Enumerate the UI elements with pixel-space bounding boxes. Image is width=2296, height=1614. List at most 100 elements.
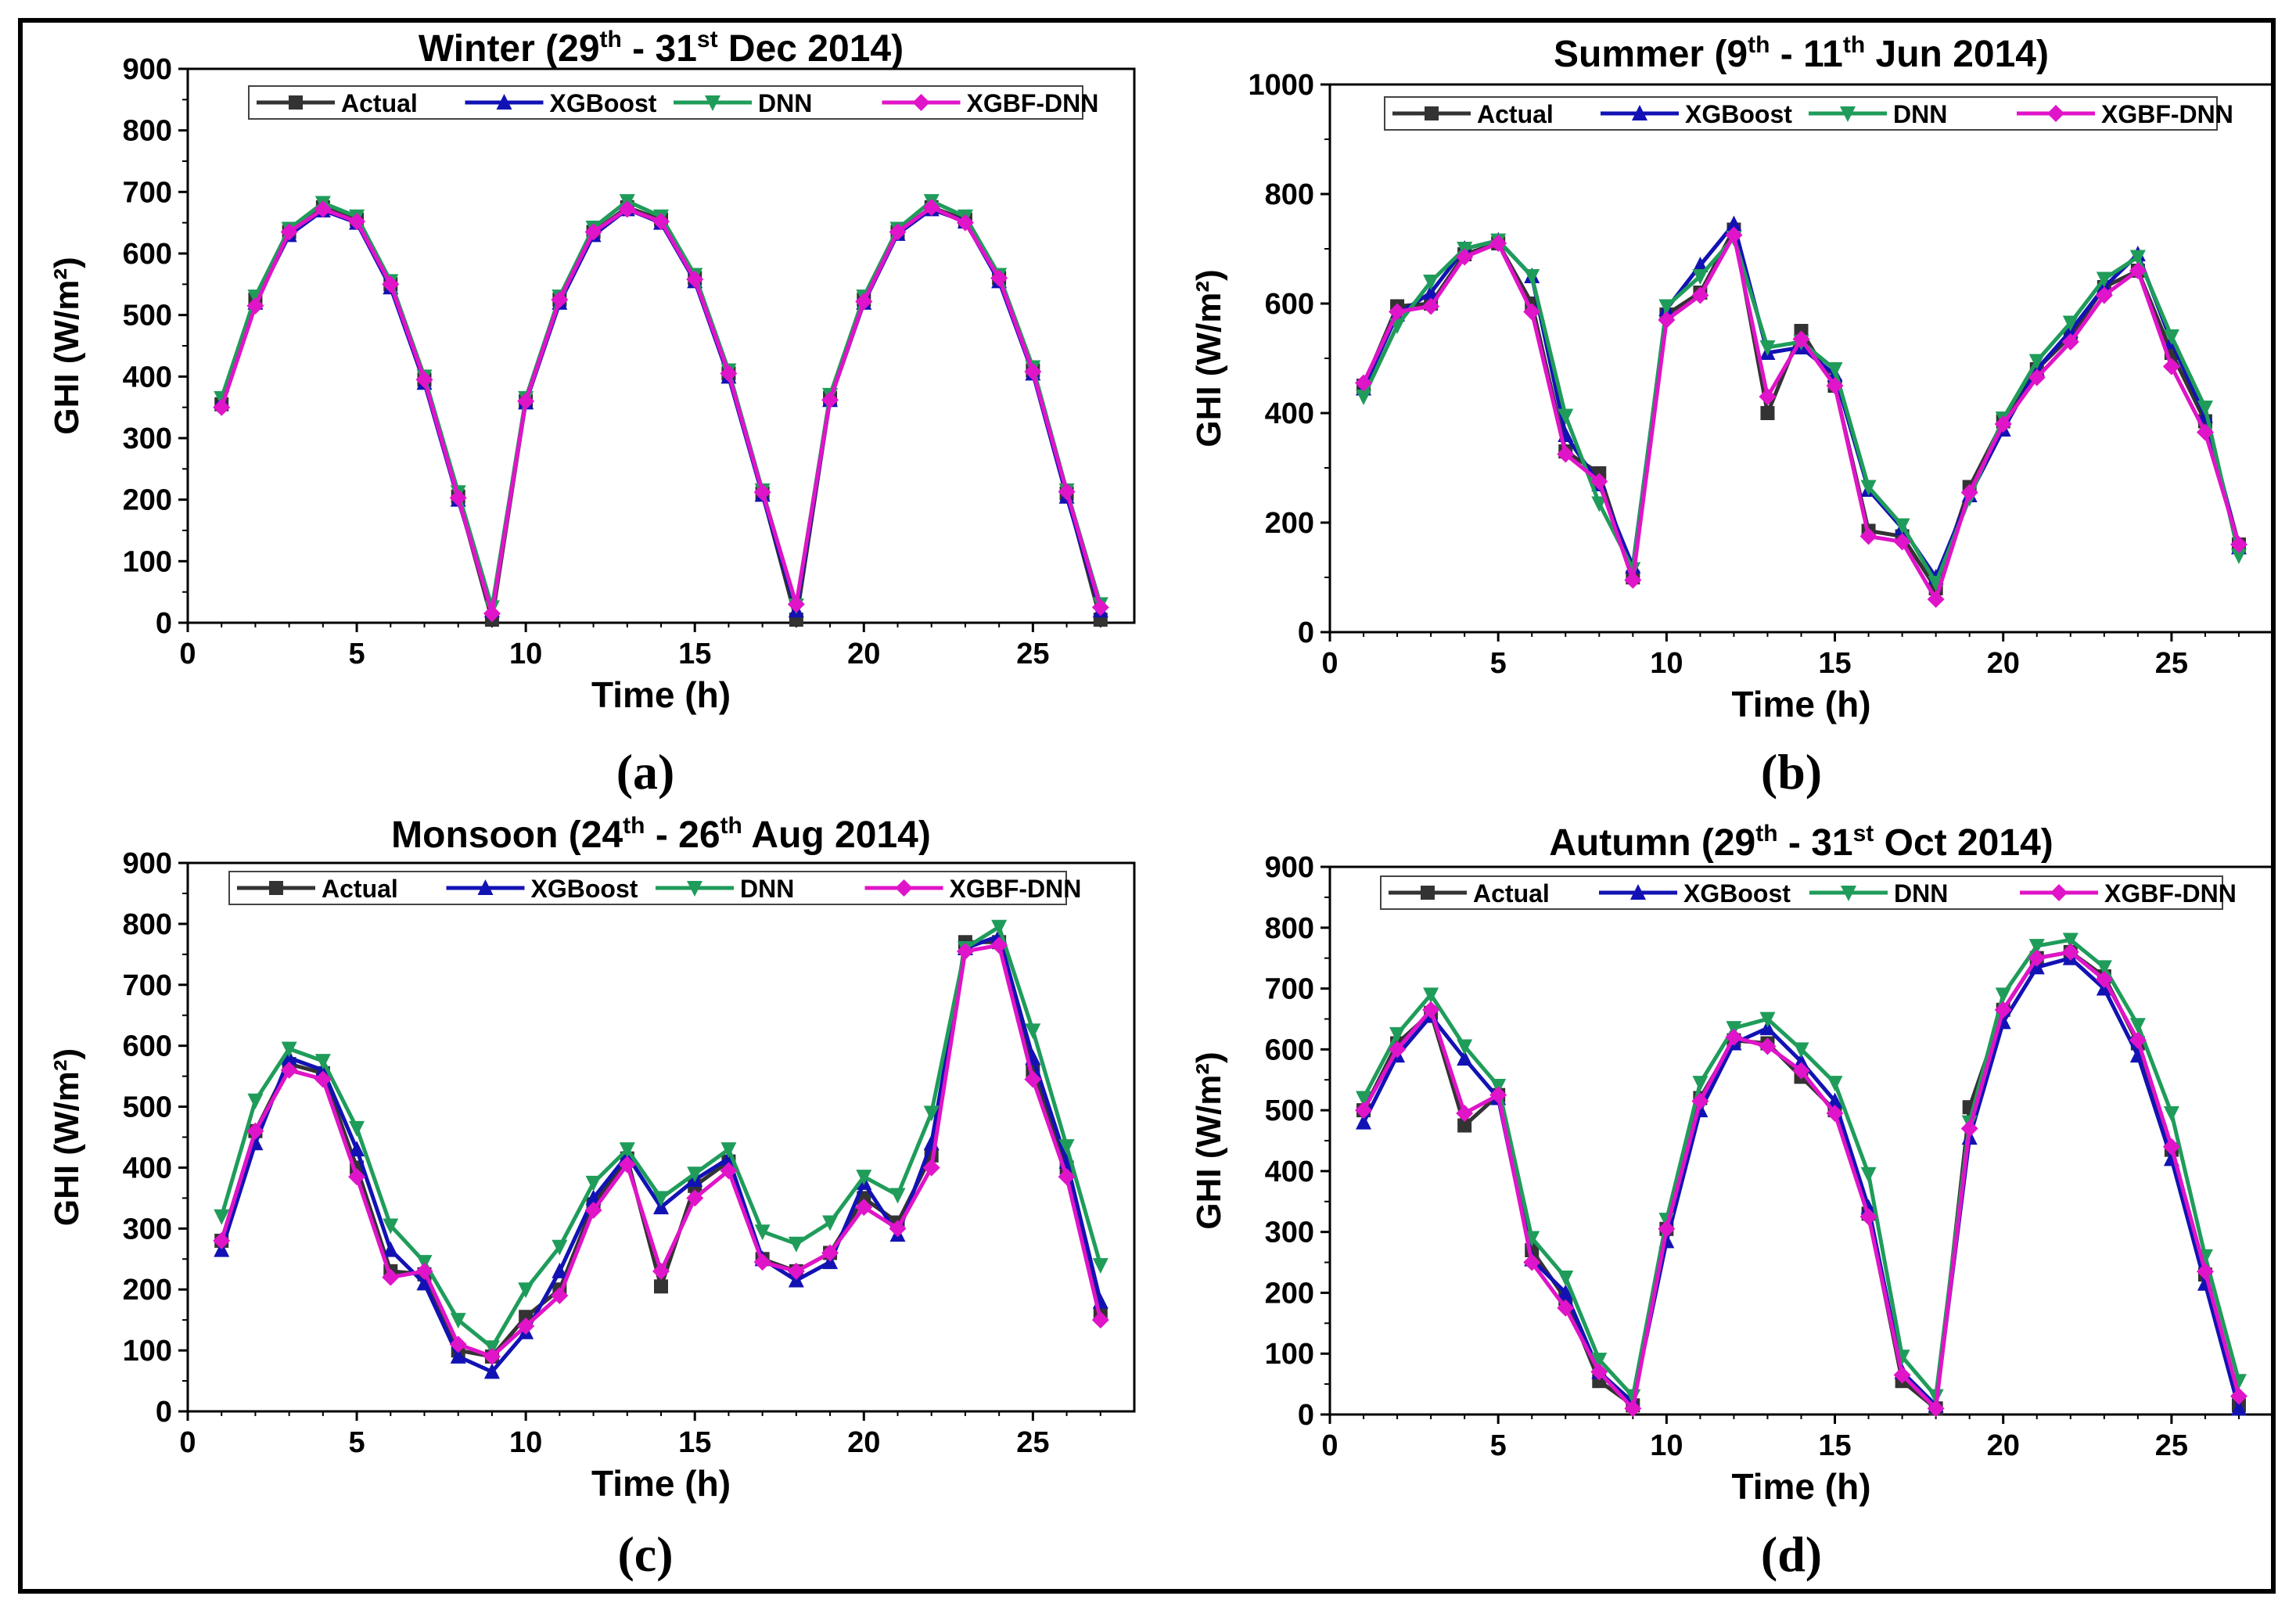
y-tick-label: 400 (1265, 397, 1314, 430)
data-point (2061, 943, 2079, 961)
y-tick-label: 0 (1298, 616, 1314, 649)
data-point (788, 1236, 804, 1253)
y-tick-label: 0 (156, 1396, 172, 1429)
data-point (1423, 284, 1439, 300)
data-point (246, 297, 264, 315)
legend: Actual XGBoost DNN XGBF-DNN (228, 871, 1081, 905)
data-point (415, 371, 433, 389)
x-axis-label: Time (h) (591, 1463, 731, 1504)
legend-marker (2047, 105, 2064, 122)
title-text: - 11 (1770, 34, 1842, 75)
data-point (349, 1120, 365, 1137)
data-point (449, 1335, 467, 1353)
y-tick-label: 0 (1298, 1399, 1314, 1432)
y-tick-label: 300 (123, 422, 172, 455)
legend-marker (1425, 106, 1439, 120)
data-point (1759, 388, 1777, 405)
data-point (517, 392, 535, 410)
y-tick-label: 400 (123, 361, 172, 394)
y-tick-label: 900 (123, 847, 172, 880)
data-point (787, 1262, 805, 1280)
y-tick-label: 500 (123, 300, 172, 333)
legend-marker (2050, 884, 2068, 901)
data-point (1725, 1028, 1743, 1046)
y-tick-label: 600 (123, 238, 172, 271)
series-xgbf-dnn (213, 199, 1109, 623)
title-superscript: th (1748, 32, 1770, 58)
panel-caption: (d) (1761, 1526, 1822, 1582)
data-point (855, 293, 873, 311)
y-tick-label: 400 (1265, 1156, 1314, 1188)
data-point (2129, 250, 2146, 266)
data-point (415, 1262, 433, 1280)
chart-title: Summer (9th - 11th Jun 2014) (1554, 32, 2049, 75)
data-point (653, 1191, 669, 1207)
data-point (2196, 1263, 2214, 1281)
data-point (518, 1282, 534, 1299)
data-point (1725, 226, 1743, 244)
data-point (1092, 1258, 1108, 1274)
y-tick-label: 800 (1265, 178, 1314, 211)
data-point (754, 1224, 771, 1241)
x-tick-label: 20 (1987, 647, 2020, 680)
data-point (2230, 1387, 2247, 1405)
data-point (1893, 533, 1911, 551)
data-point (1692, 269, 1709, 285)
data-point (1423, 987, 1439, 1004)
data-point (855, 1199, 873, 1217)
data-point (449, 489, 467, 507)
data-point (1726, 215, 1742, 232)
y-tick-label: 1000 (1248, 69, 1314, 102)
data-point (1058, 483, 1076, 501)
title-text: - 26 (645, 814, 720, 856)
legend-label: DNN (740, 875, 794, 903)
data-point (1759, 1012, 1776, 1028)
data-point (1994, 415, 2012, 433)
data-point (720, 365, 738, 383)
x-tick-label: 15 (1818, 647, 1851, 680)
data-point (246, 1122, 264, 1140)
panel-caption: (a) (616, 744, 675, 800)
data-point (2096, 271, 2112, 288)
data-point (889, 1188, 906, 1204)
title-text: Jun 2014) (1865, 34, 2049, 75)
data-point (517, 1317, 535, 1335)
data-point (1692, 257, 1709, 272)
data-point (483, 1363, 500, 1379)
data-point (821, 1244, 839, 1262)
x-tick-label: 0 (179, 638, 196, 670)
chart-title: Winter (29th - 31st Dec 2014) (419, 27, 904, 70)
data-point (654, 1279, 668, 1294)
data-point (889, 223, 907, 241)
data-point (1389, 1026, 1406, 1043)
data-point (618, 200, 636, 218)
x-tick-label: 5 (349, 1426, 365, 1459)
data-point (1692, 1076, 1709, 1092)
x-axis-label: Time (h) (1731, 1466, 1870, 1507)
legend: Actual XGBoost DNN XGBF-DNN (1384, 96, 2233, 131)
data-point (990, 936, 1008, 954)
title-text: Dec 2014) (718, 28, 904, 70)
data-point (1658, 299, 1675, 315)
legend-label: XGBF-DNN (2101, 100, 2233, 128)
data-point (1422, 1001, 1440, 1019)
data-point (1759, 1037, 1777, 1055)
y-tick-label: 200 (123, 484, 172, 517)
x-tick-label: 5 (1490, 1429, 1507, 1462)
data-point (2062, 315, 2079, 332)
y-axis-label: GHI (W/m²) (48, 257, 86, 434)
data-point (619, 1142, 635, 1159)
legend-marker (1632, 105, 1647, 120)
data-point (1423, 275, 1439, 290)
data-point (450, 1347, 466, 1364)
data-point (753, 483, 771, 501)
data-point (1860, 1166, 1877, 1183)
data-point (1024, 363, 1042, 381)
data-point (956, 214, 974, 232)
data-point (618, 1156, 636, 1174)
x-tick-label: 20 (1987, 1429, 2020, 1462)
legend-marker (687, 881, 702, 897)
data-point (383, 1241, 399, 1257)
data-point (1422, 297, 1440, 315)
